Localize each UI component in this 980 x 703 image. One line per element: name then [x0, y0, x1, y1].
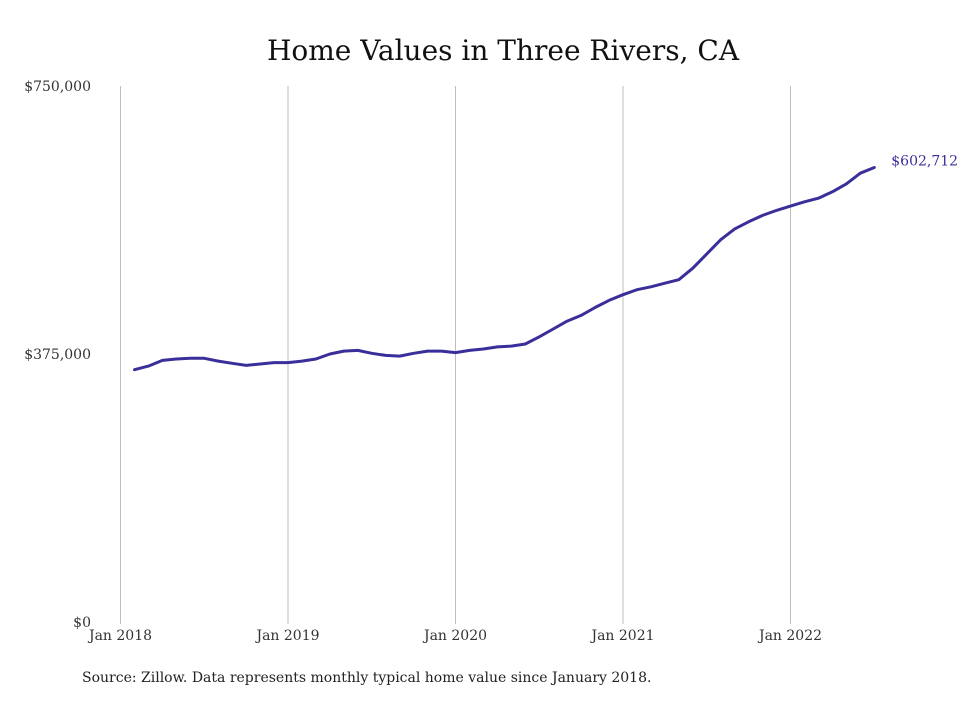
data-point — [217, 360, 220, 363]
data-point — [161, 359, 164, 362]
data-point — [538, 335, 541, 338]
data-point — [301, 360, 304, 363]
x-tick-label: Jan 2021 — [589, 628, 654, 644]
data-point — [398, 355, 401, 358]
data-point — [231, 362, 234, 365]
data-point — [873, 166, 876, 169]
data-point — [691, 267, 694, 270]
y-tick-label: $0 — [73, 615, 91, 631]
x-tick-label: Jan 2020 — [422, 628, 487, 644]
data-point — [440, 350, 443, 353]
data-point — [719, 238, 722, 241]
data-point — [356, 349, 359, 352]
source-note: Source: Zillow. Data represents monthly … — [82, 670, 651, 686]
data-point — [384, 354, 387, 357]
data-point — [803, 200, 806, 203]
data-point — [859, 172, 862, 175]
y-axis: $0 $375,000 $750,000 — [24, 79, 91, 631]
data-point — [705, 252, 708, 255]
data-point — [454, 351, 457, 354]
data-point — [817, 197, 820, 200]
data-point — [510, 345, 513, 348]
x-tick-label: Jan 2018 — [87, 628, 152, 644]
data-point — [761, 214, 764, 217]
x-tick-label: Jan 2022 — [757, 628, 822, 644]
data-point — [622, 293, 625, 296]
data-point — [636, 288, 639, 291]
data-point — [412, 352, 415, 355]
series-layer: $602,712 — [133, 153, 958, 372]
data-point — [733, 227, 736, 230]
data-point — [328, 353, 331, 356]
end-value-label: $602,712 — [891, 153, 958, 169]
data-point — [189, 357, 192, 360]
data-point — [203, 357, 206, 360]
data-point — [789, 205, 792, 208]
data-point — [775, 209, 778, 212]
data-point — [496, 345, 499, 348]
data-point — [594, 306, 597, 309]
data-point — [482, 348, 485, 351]
y-tick-label: $750,000 — [24, 79, 91, 95]
data-point — [663, 282, 666, 285]
data-point — [677, 278, 680, 281]
chart-title: Home Values in Three Rivers, CA — [267, 34, 740, 67]
grid-layer — [120, 86, 791, 624]
data-point — [133, 368, 136, 371]
data-point — [259, 363, 262, 366]
data-point — [287, 361, 290, 364]
data-point — [747, 220, 750, 223]
data-point — [370, 352, 373, 355]
x-axis: Jan 2018 Jan 2019 Jan 2020 Jan 2021 Jan 2022 — [87, 628, 822, 644]
y-tick-label: $375,000 — [24, 347, 91, 363]
data-point — [468, 349, 471, 352]
data-point — [175, 358, 178, 361]
data-point — [608, 299, 611, 302]
data-point — [342, 350, 345, 353]
data-point — [524, 343, 527, 346]
data-point — [245, 364, 248, 367]
data-point — [566, 320, 569, 323]
data-point — [314, 358, 317, 361]
data-point — [649, 285, 652, 288]
data-point — [273, 361, 276, 364]
data-point — [831, 190, 834, 193]
series-line — [133, 166, 876, 372]
data-point — [580, 314, 583, 317]
data-point — [845, 182, 848, 185]
x-tick-label: Jan 2019 — [254, 628, 319, 644]
data-point — [426, 350, 429, 353]
data-point — [147, 365, 150, 368]
data-point — [552, 328, 555, 331]
